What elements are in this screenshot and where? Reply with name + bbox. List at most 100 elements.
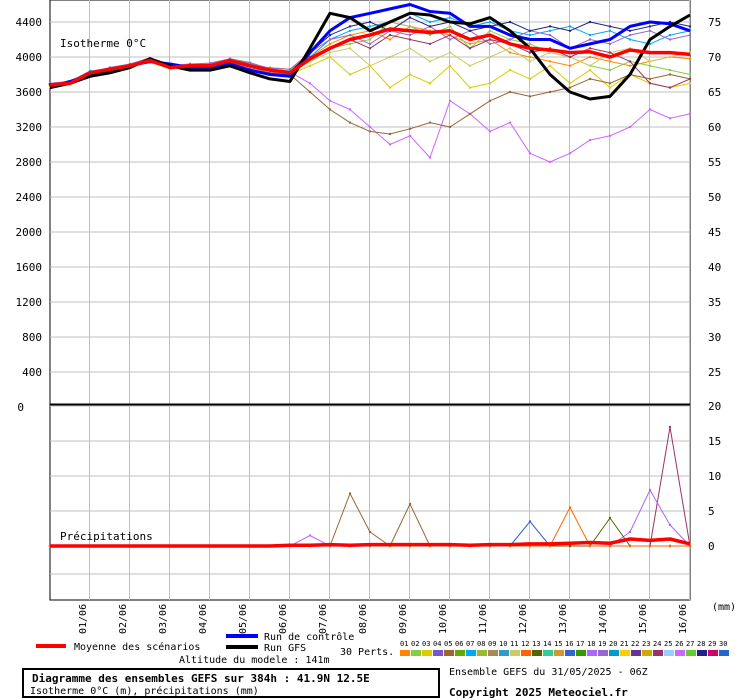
isotherm-y-right-tick-label: 35 <box>708 296 721 309</box>
date-axis-tick-label: 15/06 <box>638 604 649 634</box>
precip-data-point <box>628 544 632 548</box>
isotherm-data-point <box>568 86 572 89</box>
isotherm-data-point <box>328 33 332 37</box>
isotherm-y-tick-label: 1200 <box>16 296 43 309</box>
isotherm-data-point <box>688 82 692 85</box>
member-legend-swatch <box>510 650 520 656</box>
isotherm-data-point <box>528 95 532 98</box>
isotherm-data-point <box>428 33 432 37</box>
isotherm-data-point <box>328 108 332 111</box>
member-legend-label: 20 <box>609 640 617 648</box>
isotherm-data-point <box>348 121 352 124</box>
precip-series-line <box>50 537 691 548</box>
isotherm-data-point <box>628 64 632 68</box>
isotherm-data-point <box>628 60 632 63</box>
isotherm-data-point <box>488 130 492 133</box>
isotherm-data-point <box>648 77 652 81</box>
member-legend-swatch <box>598 650 608 656</box>
precip-y-tick-label: 10 <box>708 470 721 483</box>
precip-data-point <box>528 520 532 523</box>
date-axis-tick-label: 10/06 <box>438 604 449 634</box>
member-legend-label: 13 <box>532 640 540 648</box>
member-legend-swatch <box>708 650 718 656</box>
precip-data-point <box>628 530 632 534</box>
isotherm-data-point <box>588 64 592 68</box>
member-legend-swatch <box>587 650 597 656</box>
isotherm-y-tick-label: 3600 <box>16 86 43 99</box>
member-legend-label: 28 <box>697 640 705 648</box>
isotherm-data-point <box>608 51 612 54</box>
isotherm-data-point <box>688 57 692 60</box>
member-legend-label: 27 <box>686 640 694 648</box>
ensemble-run-date: Ensemble GEFS du 31/05/2025 - 06Z <box>449 667 648 678</box>
isotherm-data-point <box>568 82 572 85</box>
member-legend-label: 21 <box>620 640 628 648</box>
member-legend-swatch <box>455 650 465 656</box>
member-legend-swatch <box>697 650 707 656</box>
chart-title: Diagramme des ensembles GEFS sur 384h : … <box>32 672 370 685</box>
control-legend-label: Run de contrôle <box>264 631 354 643</box>
isotherm-data-point <box>408 25 412 28</box>
member-legend-label: 05 <box>444 640 452 648</box>
precip-label: Précipitations <box>60 530 153 543</box>
isotherm-data-point <box>648 25 652 28</box>
isotherm-data-point <box>408 134 412 137</box>
model-altitude: Altitude du modele : 141m <box>179 655 330 666</box>
isotherm-label: Isotherme 0°C <box>60 37 146 50</box>
isotherm-y-right-ticks: 25 30 35 40 45 50 55 60 65 70 75 <box>708 16 721 379</box>
isotherm-data-point <box>588 33 592 37</box>
isotherm-y-right-tick-label: 30 <box>708 331 721 344</box>
isotherm-y-tick-label: 800 <box>22 331 42 344</box>
isotherm-data-point <box>388 55 392 59</box>
isotherm-data-point <box>408 38 412 41</box>
isotherm-data-point <box>608 86 612 89</box>
member-legend-swatch <box>686 650 696 656</box>
date-axis-tick-label: 05/06 <box>238 604 249 634</box>
isotherm-data-point <box>448 16 452 19</box>
isotherm-data-point <box>388 38 392 41</box>
isotherm-data-point <box>308 64 312 68</box>
isotherm-y-tick-label: 400 <box>22 366 42 379</box>
isotherm-y-right-tick-label: 25 <box>708 366 721 379</box>
precip-data-point <box>648 488 652 492</box>
isotherm-data-point <box>328 55 332 59</box>
isotherm-data-point <box>548 51 552 54</box>
precip-y-tick-label: 20 <box>708 400 721 413</box>
member-legend-swatch <box>642 650 652 656</box>
member-legend-label: 18 <box>587 640 595 648</box>
isotherm-data-point <box>608 82 612 85</box>
precip-y-tick-label: 15 <box>708 435 721 448</box>
isotherm-data-point <box>688 73 692 76</box>
date-axis-tick-label: 04/06 <box>198 604 209 634</box>
isotherm-data-point <box>628 33 632 37</box>
member-legend-swatch <box>444 650 454 656</box>
isotherm-data-point <box>528 51 532 54</box>
isotherm-data-point <box>468 112 472 116</box>
isotherm-y-right-tick-label: 40 <box>708 261 721 274</box>
isotherm-data-point <box>368 125 372 129</box>
isotherm-y-right-tick-label: 45 <box>708 226 721 239</box>
date-axis-tick-label: 13/06 <box>558 604 569 634</box>
isotherm-data-point <box>408 16 412 19</box>
precip-y-right-ticks: 0 5 10 15 20 <box>708 400 721 553</box>
member-legend-swatch <box>543 650 553 656</box>
isotherm-data-point <box>388 143 392 146</box>
precip-data-point <box>668 544 672 548</box>
member-legend-label: 23 <box>642 640 650 648</box>
gfs-legend-label: Run GFS <box>264 643 306 654</box>
isotherm-data-point <box>508 121 512 124</box>
member-legend-swatch <box>675 650 685 656</box>
isotherm-data-point <box>348 47 352 50</box>
isotherm-data-point <box>428 121 432 124</box>
member-legend-label: 19 <box>598 640 606 648</box>
isotherm-data-point <box>588 77 592 81</box>
member-legend-label: 07 <box>466 640 474 648</box>
isotherm-data-point <box>508 38 512 41</box>
isotherm-data-point <box>588 20 592 24</box>
isotherm-data-point <box>448 25 452 28</box>
isotherm-data-point <box>528 77 532 81</box>
isotherm-data-point <box>368 20 372 24</box>
isotherm-y-tick-label: 0 <box>17 401 24 414</box>
isotherm-data-point <box>348 25 352 28</box>
member-legend-label: 10 <box>499 640 507 648</box>
